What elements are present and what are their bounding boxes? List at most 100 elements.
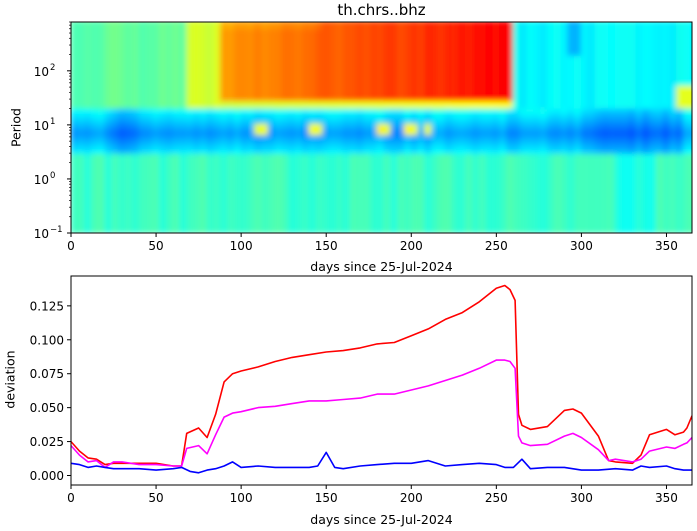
heatmap-cell	[601, 22, 610, 26]
heatmap-cell	[397, 221, 405, 226]
heatmap-cell	[642, 100, 650, 105]
heatmap-cell	[403, 164, 412, 170]
heatmap-cell	[186, 31, 194, 37]
heatmap-cell	[138, 130, 147, 136]
heatmap-cell	[90, 145, 99, 151]
heatmap-cell	[77, 156, 86, 162]
heatmap-cell	[492, 217, 501, 223]
heatmap-cell	[580, 209, 589, 215]
heatmap-cell	[356, 209, 365, 215]
heatmap-cell	[369, 43, 378, 49]
heatmap-cell	[261, 164, 269, 170]
heatmap-cell	[220, 92, 229, 98]
heatmap-cell	[322, 39, 331, 45]
heatmap-cell	[227, 168, 235, 173]
heatmap-cell	[254, 156, 263, 162]
heatmap-cell	[356, 84, 365, 90]
heatmap-cell	[533, 202, 542, 208]
heatmap-cell	[390, 115, 399, 120]
heatmap-cell	[540, 217, 548, 223]
heatmap-cell	[261, 228, 269, 233]
heatmap-cell	[655, 65, 664, 71]
heatmap-cell	[363, 31, 371, 37]
heatmap-cell	[233, 183, 242, 189]
heatmap-cell	[376, 221, 385, 226]
heatmap-cell	[628, 81, 637, 86]
heatmap-cell	[192, 221, 201, 226]
heatmap-cell	[335, 115, 344, 120]
heatmap-cell	[587, 175, 596, 181]
heatmap-cell	[301, 35, 310, 41]
heatmap-cell	[635, 73, 644, 79]
heatmap-cell	[403, 103, 412, 109]
heatmap-cell	[526, 134, 535, 139]
heatmap-cell	[472, 65, 480, 71]
heatmap-cell	[186, 111, 194, 117]
heatmap-cell	[254, 221, 263, 226]
heatmap-cell	[553, 153, 562, 158]
heatmap-cell	[499, 54, 508, 60]
heatmap-cell	[519, 43, 528, 49]
heatmap-cell	[315, 28, 324, 33]
heatmap-cell	[465, 168, 474, 173]
heatmap-cell	[124, 118, 133, 124]
heatmap-cell	[465, 228, 474, 233]
heatmap-cell	[84, 198, 92, 204]
heatmap-cell	[329, 202, 337, 208]
heatmap-cell	[145, 141, 154, 147]
heatmap-cell	[152, 54, 160, 60]
heatmap-cell	[158, 122, 167, 128]
heatmap-cell	[431, 126, 439, 132]
heatmap-cell	[342, 50, 351, 56]
heatmap-cell	[472, 194, 480, 200]
heatmap-cell	[254, 153, 263, 158]
heatmap-cell	[567, 137, 576, 143]
heatmap-cell	[444, 107, 453, 113]
heatmap-cell	[315, 209, 324, 215]
heatmap-cell	[213, 183, 222, 189]
heatmap-cell	[369, 77, 378, 83]
heatmap-cell	[478, 43, 487, 49]
heatmap-cell	[158, 217, 167, 223]
heatmap-cell	[90, 69, 99, 75]
heatmap-cell	[172, 168, 181, 173]
heatmap-cell	[424, 221, 433, 226]
heatmap-cell	[417, 118, 426, 124]
heatmap-cell	[567, 160, 576, 166]
heatmap-cell	[227, 179, 235, 185]
heatmap-cell	[281, 217, 290, 223]
heatmap-cell	[506, 175, 514, 181]
heatmap-cell	[437, 175, 446, 181]
heatmap-cell	[601, 168, 610, 173]
heatmap-cell	[192, 81, 201, 86]
heatmap-cell	[267, 54, 276, 60]
heatmap-cell	[90, 198, 99, 204]
heatmap-cell	[397, 137, 405, 143]
heatmap-cell	[233, 58, 242, 64]
heatmap-cell	[431, 134, 439, 139]
heatmap-cell	[152, 202, 160, 208]
heatmap-cell	[669, 31, 678, 37]
heatmap-cell	[580, 160, 589, 166]
heatmap-cell	[111, 69, 120, 75]
heatmap-cell	[363, 22, 371, 26]
heatmap-cell	[71, 58, 79, 64]
heatmap-cell	[628, 88, 637, 94]
heatmap-cell	[90, 224, 99, 230]
heatmap-cell	[301, 22, 310, 26]
heatmap-cell	[254, 31, 263, 37]
heatmap-cell	[648, 183, 657, 189]
heatmap-cell	[621, 107, 630, 113]
heatmap-cell	[397, 130, 405, 136]
heatmap-cell	[669, 137, 678, 143]
heatmap-cell	[465, 88, 474, 94]
heatmap-cell	[301, 183, 310, 189]
heatmap-cell	[158, 107, 167, 113]
heatmap-cell	[247, 160, 256, 166]
heatmap-cell	[601, 47, 610, 52]
heatmap-cell	[608, 145, 616, 151]
heatmap-cell	[363, 187, 371, 192]
heatmap-cell	[580, 103, 589, 109]
heatmap-cell	[465, 50, 474, 56]
heatmap-cell	[506, 84, 514, 90]
